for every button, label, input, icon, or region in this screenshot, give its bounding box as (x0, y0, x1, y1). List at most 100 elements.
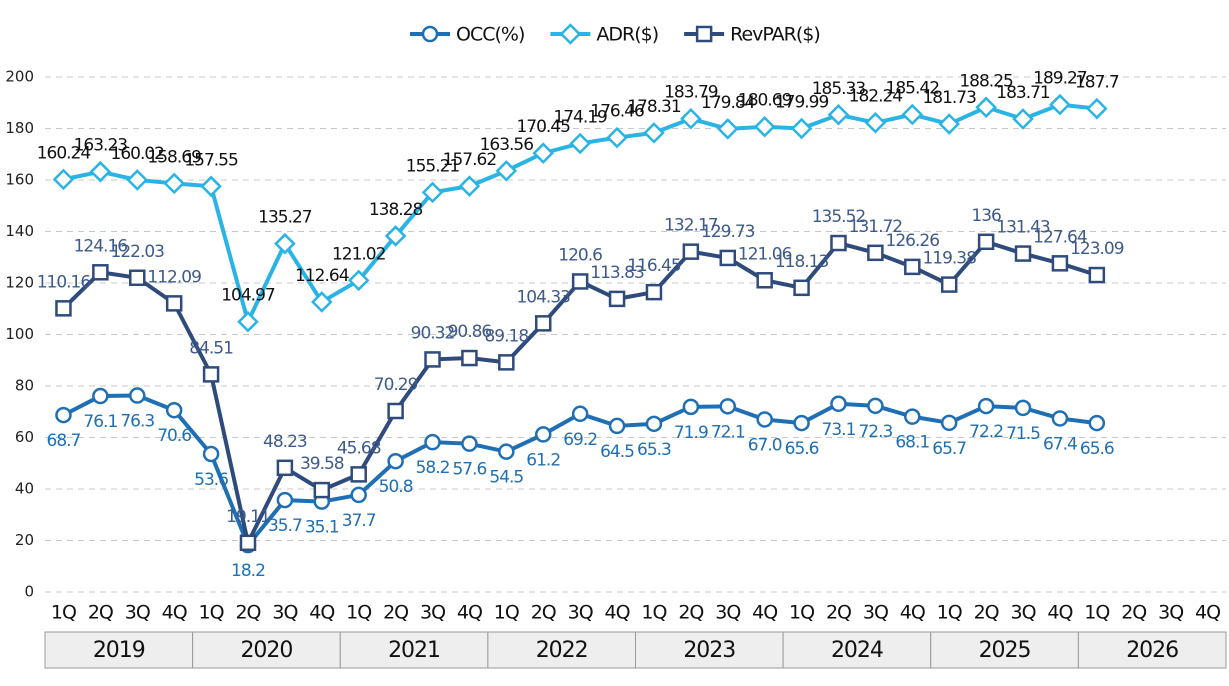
data-label: 104.33 (516, 287, 570, 307)
data-point (534, 315, 552, 332)
data-label: 155.21 (406, 156, 460, 176)
data-label: 70.6 (157, 426, 191, 446)
x-tick-label: 4Q (752, 602, 777, 624)
data-label: 127.64 (1033, 227, 1087, 247)
year-cell (1077, 631, 1227, 669)
year-label: 2023 (683, 638, 735, 663)
data-point (940, 414, 958, 432)
data-label: 118.13 (775, 252, 829, 272)
data-point (421, 181, 444, 204)
data-label: 65.3 (637, 440, 671, 460)
y-tick-label: 60 (15, 428, 34, 446)
data-label: 18.2 (231, 561, 265, 581)
x-tick-label: 3Q (125, 602, 150, 624)
data-point (864, 111, 887, 134)
data-point (239, 534, 257, 552)
year-cell (192, 631, 341, 669)
data-label: 61.2 (526, 450, 560, 470)
data-label: 57.6 (452, 460, 486, 480)
data-point (126, 169, 149, 191)
data-label: 187.7 (1075, 73, 1119, 93)
data-point (1088, 414, 1106, 432)
data-point (163, 172, 185, 195)
x-tick-label: 3Q (715, 602, 740, 624)
x-tick-label: 1Q (789, 602, 814, 624)
data-label: 122.03 (111, 242, 165, 262)
legend-marker (421, 25, 439, 43)
data-label: 126.26 (886, 231, 940, 251)
data-label: 188.25 (959, 71, 1013, 91)
data-label: 135.27 (258, 208, 312, 228)
y-tick-label: 20 (15, 531, 34, 549)
data-point (424, 433, 441, 451)
data-point (904, 408, 921, 425)
data-point (830, 234, 847, 252)
data-label: 64.5 (600, 442, 634, 462)
x-tick-label: 1Q (51, 602, 76, 624)
data-point (645, 415, 663, 433)
data-point (274, 232, 296, 255)
data-label: 163.23 (74, 136, 128, 156)
data-point (793, 279, 810, 297)
x-tick-label: 2Q (88, 602, 113, 624)
data-point (202, 445, 220, 463)
data-label: 185.33 (812, 79, 866, 99)
x-tick-label: 4Q (309, 602, 334, 624)
data-label: 67.4 (1043, 434, 1077, 454)
year-label: 2020 (240, 638, 292, 663)
data-label: 185.42 (886, 79, 940, 99)
data-label: 160.02 (111, 144, 165, 164)
x-tick-label: 4Q (900, 602, 925, 624)
data-point (940, 276, 958, 293)
data-point (790, 117, 813, 140)
data-point (350, 486, 367, 504)
data-label: 178.31 (627, 97, 681, 117)
data-label: 68.1 (895, 433, 929, 453)
data-point (387, 452, 404, 470)
data-label: 157.62 (443, 150, 497, 170)
data-label: 116.45 (627, 256, 681, 276)
data-label: 179.84 (701, 93, 755, 113)
legend-marker (695, 25, 713, 43)
data-point (793, 414, 810, 432)
data-label: 71.5 (1006, 424, 1040, 444)
data-point (867, 244, 884, 262)
data-label: 70.29 (374, 375, 418, 395)
data-point (904, 258, 921, 276)
data-label: 35.7 (268, 516, 302, 536)
year-label: 2019 (93, 638, 145, 663)
data-point (498, 354, 515, 371)
data-point (753, 115, 776, 138)
data-label: 136 (971, 206, 1001, 226)
data-label: 37.7 (342, 511, 376, 531)
data-point (827, 104, 850, 126)
x-tick-label: 1Q (494, 602, 519, 624)
data-label: 138.28 (369, 200, 423, 220)
x-tick-label: 2Q (974, 602, 999, 624)
data-point (682, 398, 700, 416)
data-point (534, 426, 552, 443)
data-label: 68.7 (47, 431, 81, 451)
data-label: 90.32 (411, 323, 455, 343)
legend-label: RevPAR($) (730, 24, 820, 46)
data-label: 132.17 (664, 216, 718, 236)
data-label: 72.1 (711, 422, 745, 442)
year-cell (44, 631, 194, 669)
data-point (311, 291, 333, 313)
y-tick-label: 140 (5, 222, 34, 240)
data-label: 110.16 (37, 272, 91, 292)
data-label: 45.68 (337, 438, 381, 458)
data-point (498, 443, 515, 460)
data-point (347, 269, 370, 292)
data-label: 69.2 (563, 430, 597, 450)
data-label: 53.6 (194, 470, 228, 490)
x-tick-label: 1Q (346, 602, 371, 624)
data-label: 112.64 (295, 266, 349, 286)
data-point (1049, 93, 1071, 116)
data-point (1051, 410, 1069, 427)
data-label: 39.58 (300, 454, 344, 474)
data-label: 72.3 (858, 422, 892, 442)
year-label: 2021 (388, 638, 440, 663)
y-tick-label: 200 (5, 68, 34, 86)
